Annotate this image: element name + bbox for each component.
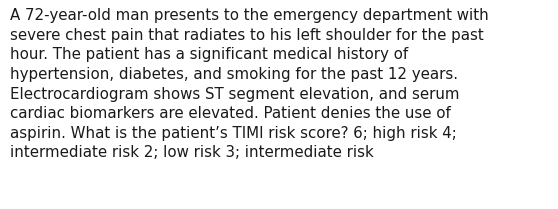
Text: A 72-year-old man presents to the emergency department with
severe chest pain th: A 72-year-old man presents to the emerge… [10,8,489,160]
